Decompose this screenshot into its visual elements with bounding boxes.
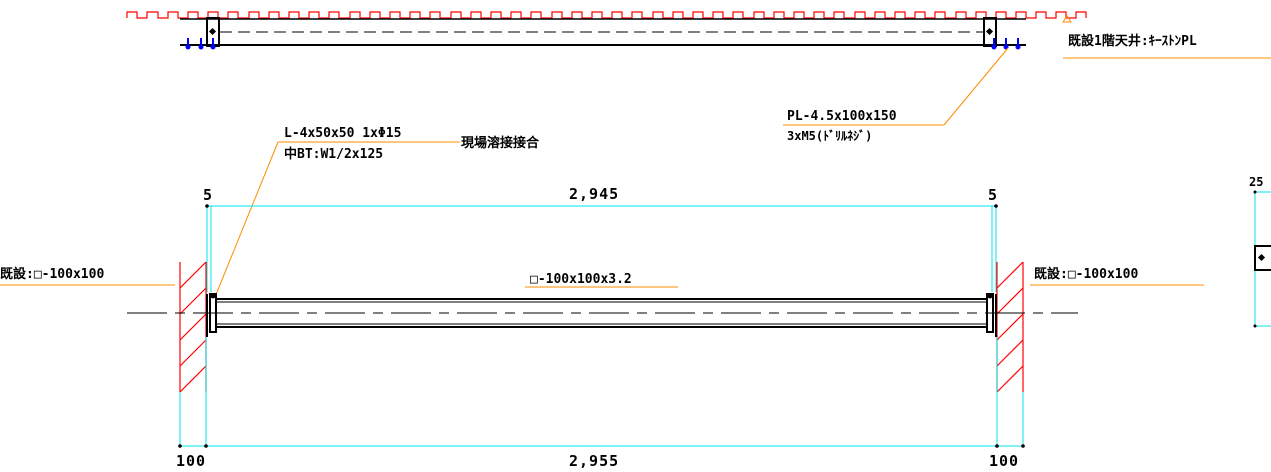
screw-spec-label: 3xM5(ﾄﾞﾘﾙﾈｼﾞ) xyxy=(787,128,872,143)
existing-column-left xyxy=(179,261,207,393)
dim-bottom-center: 2,955 xyxy=(569,452,619,470)
main-beam xyxy=(127,293,1078,337)
site-weld-label: 現場溶接接合 xyxy=(461,135,540,151)
existing-right-callout: 既設:□-100x100 xyxy=(1030,266,1204,286)
existing-column-right xyxy=(996,261,1024,393)
dim-side-fragment: 25 xyxy=(1249,175,1263,189)
drill-screws xyxy=(185,38,1021,50)
plate-spec-label: PL-4.5x100x150 xyxy=(787,109,897,124)
existing-left-label: 既設:□-100x100 xyxy=(0,266,104,282)
bolt-mark-left xyxy=(208,27,217,36)
bolt-mark-side xyxy=(1257,253,1266,262)
member-label: □-100x100x3.2 xyxy=(530,272,632,287)
dim-top-center: 2,945 xyxy=(569,185,619,203)
dim-top-left: 5 xyxy=(203,186,213,204)
angle-callout: L-4x50x50 1xΦ15 中BT:W1/2x125 現場溶接接合 xyxy=(214,126,540,298)
side-detail-fragment: 25 xyxy=(1249,175,1271,328)
bottom-dimension: 100 2,955 100 xyxy=(176,337,1025,470)
angle-spec-label: L-4x50x50 1xΦ15 xyxy=(284,126,401,141)
bolt-mark-right xyxy=(985,27,994,36)
dim-bottom-right: 100 xyxy=(989,452,1019,470)
bolt-spec-label: 中BT:W1/2x125 xyxy=(284,146,383,162)
ceiling-keystone-profile xyxy=(126,11,1087,23)
existing-left-callout: 既設:□-100x100 xyxy=(0,266,175,286)
top-dimension: 5 2,945 5 xyxy=(203,185,998,292)
dim-bottom-left: 100 xyxy=(176,452,206,470)
ceiling-label: 既設1階天井:ｷｰｽﾄﾝPL xyxy=(1068,33,1197,49)
member-callout: □-100x100x3.2 xyxy=(525,272,678,288)
plate-callout: PL-4.5x100x150 3xM5(ﾄﾞﾘﾙﾈｼﾞ) xyxy=(783,47,1009,143)
top-beam xyxy=(180,17,1026,47)
ceiling-callout: 既設1階天井:ｷｰｽﾄﾝPL xyxy=(1063,33,1271,59)
existing-right-label: 既設:□-100x100 xyxy=(1034,266,1138,282)
dim-top-right: 5 xyxy=(988,186,998,204)
